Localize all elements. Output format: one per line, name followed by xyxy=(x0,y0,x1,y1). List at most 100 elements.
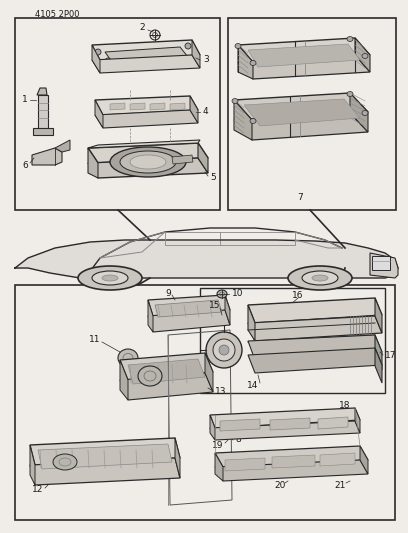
Ellipse shape xyxy=(120,151,176,173)
Polygon shape xyxy=(120,373,213,400)
Polygon shape xyxy=(375,348,382,383)
Polygon shape xyxy=(220,419,260,431)
Ellipse shape xyxy=(219,345,229,355)
Polygon shape xyxy=(33,128,53,135)
Polygon shape xyxy=(38,444,172,469)
Polygon shape xyxy=(38,95,48,130)
Ellipse shape xyxy=(78,266,142,290)
Polygon shape xyxy=(355,38,370,72)
Polygon shape xyxy=(248,335,382,360)
Polygon shape xyxy=(248,298,382,323)
Polygon shape xyxy=(238,45,253,79)
Ellipse shape xyxy=(232,99,238,103)
Ellipse shape xyxy=(217,290,227,298)
Polygon shape xyxy=(92,55,200,73)
Polygon shape xyxy=(375,335,382,370)
Polygon shape xyxy=(270,418,310,430)
Text: 8: 8 xyxy=(235,435,241,445)
Polygon shape xyxy=(88,140,200,148)
Polygon shape xyxy=(92,40,200,60)
Polygon shape xyxy=(128,359,205,384)
Polygon shape xyxy=(215,460,368,481)
Polygon shape xyxy=(150,103,165,110)
Polygon shape xyxy=(248,316,382,341)
Polygon shape xyxy=(370,253,398,278)
Text: 3: 3 xyxy=(203,55,209,64)
Polygon shape xyxy=(238,55,370,79)
Polygon shape xyxy=(272,455,315,468)
Polygon shape xyxy=(225,458,265,471)
Ellipse shape xyxy=(193,53,199,59)
Polygon shape xyxy=(210,415,215,440)
Ellipse shape xyxy=(92,271,128,285)
Ellipse shape xyxy=(362,53,368,59)
Text: 11: 11 xyxy=(89,335,100,344)
Ellipse shape xyxy=(288,266,352,290)
Polygon shape xyxy=(210,408,360,428)
Polygon shape xyxy=(37,88,47,95)
Polygon shape xyxy=(120,360,128,400)
Text: 15: 15 xyxy=(209,302,221,311)
Polygon shape xyxy=(105,47,188,62)
Polygon shape xyxy=(120,353,213,380)
Ellipse shape xyxy=(362,110,368,116)
Text: 18: 18 xyxy=(339,400,351,409)
Polygon shape xyxy=(248,44,360,67)
Polygon shape xyxy=(148,295,230,316)
Polygon shape xyxy=(375,298,382,333)
Polygon shape xyxy=(148,300,153,332)
Ellipse shape xyxy=(250,61,256,66)
Text: 5: 5 xyxy=(210,174,216,182)
Polygon shape xyxy=(170,103,185,110)
Text: 20: 20 xyxy=(274,481,286,489)
Ellipse shape xyxy=(312,275,328,281)
Ellipse shape xyxy=(138,366,162,386)
Text: 21: 21 xyxy=(334,481,346,489)
Polygon shape xyxy=(88,148,98,178)
Polygon shape xyxy=(130,103,145,110)
Ellipse shape xyxy=(235,44,241,49)
Polygon shape xyxy=(148,310,230,332)
Polygon shape xyxy=(320,453,355,466)
Ellipse shape xyxy=(347,36,353,42)
Polygon shape xyxy=(234,100,252,140)
Polygon shape xyxy=(155,300,222,317)
Polygon shape xyxy=(172,155,193,164)
Polygon shape xyxy=(30,438,180,465)
Polygon shape xyxy=(234,113,368,140)
Polygon shape xyxy=(248,348,382,373)
Polygon shape xyxy=(244,99,360,126)
Ellipse shape xyxy=(130,155,166,169)
Text: 2: 2 xyxy=(140,23,145,33)
Polygon shape xyxy=(215,453,223,481)
Polygon shape xyxy=(225,295,230,325)
Polygon shape xyxy=(192,40,200,68)
Polygon shape xyxy=(175,438,180,478)
Ellipse shape xyxy=(110,147,186,177)
Ellipse shape xyxy=(118,349,138,367)
Ellipse shape xyxy=(250,118,256,124)
Text: 4105 2P00: 4105 2P00 xyxy=(35,10,80,19)
Ellipse shape xyxy=(347,92,353,96)
Polygon shape xyxy=(92,45,100,73)
Ellipse shape xyxy=(302,271,338,285)
Polygon shape xyxy=(350,93,368,132)
Ellipse shape xyxy=(105,58,111,64)
Ellipse shape xyxy=(213,339,235,361)
Text: 19: 19 xyxy=(212,440,224,449)
Text: 12: 12 xyxy=(32,486,44,495)
Text: 16: 16 xyxy=(292,290,304,300)
Text: 6: 6 xyxy=(22,160,28,169)
Ellipse shape xyxy=(206,332,242,368)
Polygon shape xyxy=(95,110,198,128)
Bar xyxy=(372,256,390,270)
Bar xyxy=(200,288,385,393)
Polygon shape xyxy=(88,143,208,163)
Polygon shape xyxy=(32,148,62,165)
Bar xyxy=(15,285,395,520)
Polygon shape xyxy=(360,446,368,474)
Polygon shape xyxy=(215,446,368,467)
Polygon shape xyxy=(55,140,70,152)
Ellipse shape xyxy=(95,49,101,55)
Polygon shape xyxy=(190,96,198,123)
